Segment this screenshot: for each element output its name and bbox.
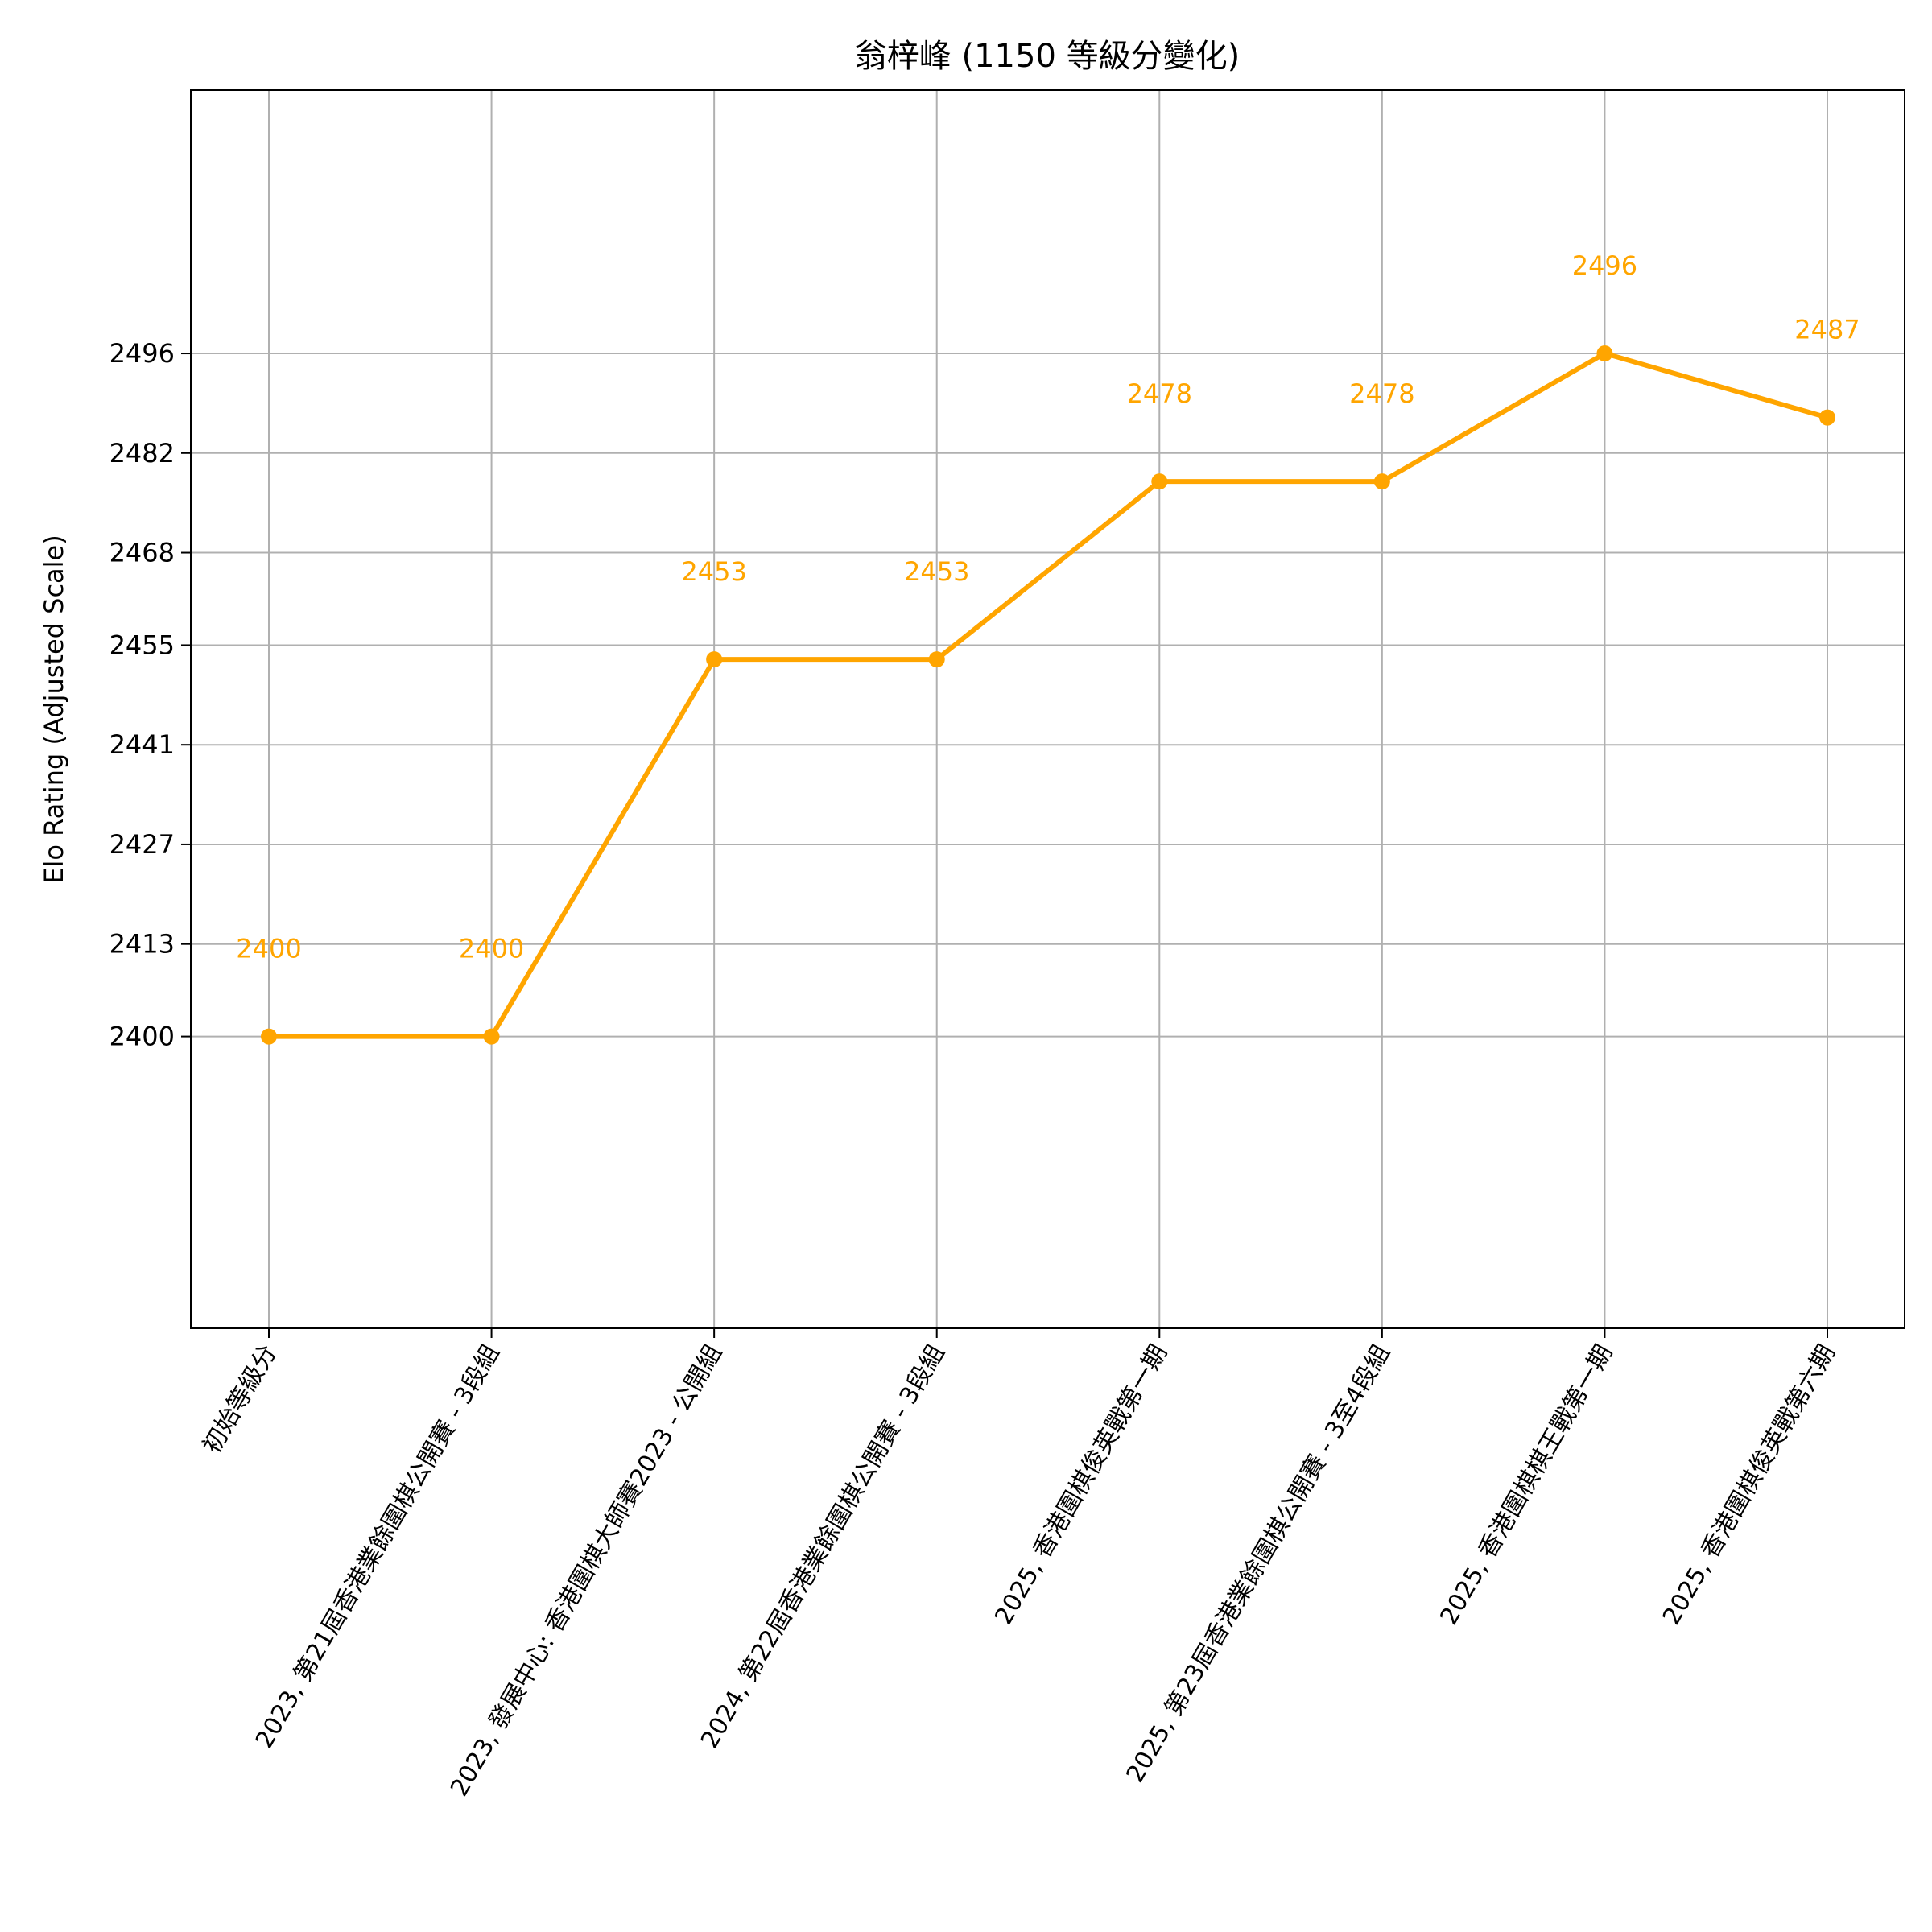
data-label: 2478 (1349, 378, 1414, 409)
x-tick-label: 2025, 香港圍棋棋王戰第一期 (1435, 1340, 1618, 1630)
data-label: 2400 (236, 934, 301, 964)
data-label: 2400 (459, 934, 524, 964)
series-line (269, 351, 1828, 1039)
series (261, 345, 1835, 1045)
plot-frame (190, 89, 1905, 1329)
x-tick-label: 2023, 第21屆香港業餘圍棋公開賽 - 3段組 (250, 1340, 506, 1753)
data-label: 2487 (1794, 315, 1860, 345)
x-tick-label: 2023, 發展中心: 香港圍棋大師賽2023 - 公開組 (445, 1340, 728, 1802)
x-tick-label: 初始等級分 (198, 1340, 283, 1459)
y-tick-label: 2427 (109, 829, 175, 860)
data-point (1151, 473, 1168, 490)
y-tick-label: 2400 (109, 1022, 175, 1052)
data-labels: 2400 2400 2453 2453 2478 2478 2496 2487 (236, 250, 1860, 964)
x-tick-label: 2024, 第22屆香港業餘圍棋公開賽 - 3段組 (696, 1340, 951, 1753)
data-point (1819, 409, 1835, 426)
grid (191, 90, 1905, 1328)
y-tick-label: 2496 (109, 338, 175, 369)
data-point (706, 651, 723, 668)
data-point (928, 651, 945, 668)
chart-title: 翁梓峰 (1150 等級分變化) (855, 38, 1240, 75)
data-label: 2478 (1127, 378, 1192, 409)
y-tick-label: 2441 (109, 729, 175, 760)
y-axis-label: Elo Rating (Adjusted Scale) (39, 535, 69, 883)
data-point (261, 1028, 277, 1045)
data-point (1596, 345, 1613, 362)
y-tick-label: 2455 (109, 630, 175, 660)
x-tick-label: 2025, 香港圍棋俊英戰第六期 (1657, 1340, 1841, 1630)
data-point (1373, 473, 1390, 490)
y-tick-label: 2413 (109, 929, 175, 960)
y-tick-label: 2482 (109, 438, 175, 469)
data-point (483, 1028, 500, 1045)
x-tick-label: 2025, 第23屆香港業餘圍棋公開賽 - 3至4段組 (1121, 1340, 1396, 1788)
data-label: 2496 (1572, 250, 1637, 281)
data-label: 2453 (681, 556, 746, 587)
y-tick-label: 2468 (109, 538, 175, 568)
y-axis: 2400 2413 2427 2441 2455 2468 2482 2496 (109, 338, 191, 1052)
data-label: 2453 (904, 556, 969, 587)
x-tick-label: 2025, 香港圍棋俊英戰第一期 (989, 1340, 1173, 1630)
